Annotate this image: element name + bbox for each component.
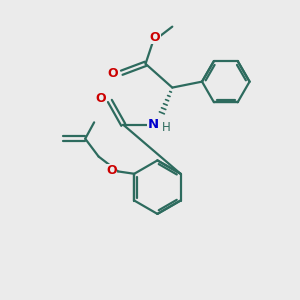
Text: N: N (147, 118, 158, 131)
Text: O: O (107, 67, 118, 80)
Text: O: O (150, 31, 160, 44)
Text: H: H (162, 121, 171, 134)
Text: O: O (96, 92, 106, 105)
Text: O: O (106, 164, 117, 177)
